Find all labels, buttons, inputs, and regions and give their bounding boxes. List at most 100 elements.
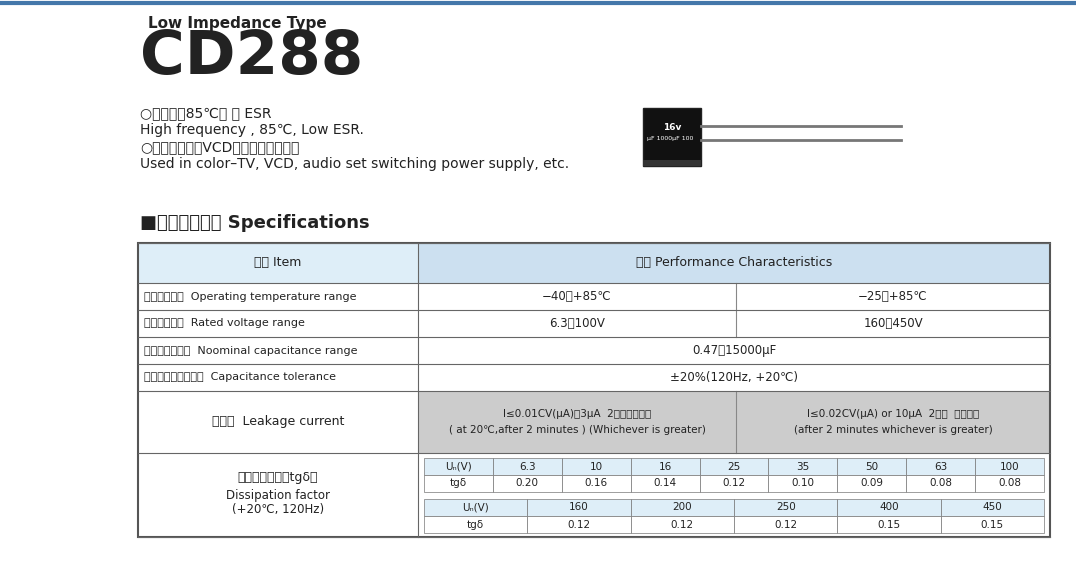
- Text: 0.08: 0.08: [999, 478, 1021, 488]
- Text: I≤0.01CV(μA)或3μA  2分钟取较大者: I≤0.01CV(μA)或3μA 2分钟取较大者: [502, 409, 651, 419]
- Text: 16v: 16v: [663, 123, 681, 132]
- Bar: [768, 458, 837, 475]
- Text: Uₙ(V): Uₙ(V): [445, 461, 471, 471]
- Text: ( at 20℃,after 2 minutes ) (Whichever is greater): ( at 20℃,after 2 minutes ) (Whichever is…: [449, 425, 706, 435]
- Text: 35: 35: [796, 461, 809, 471]
- Text: 0.16: 0.16: [584, 478, 608, 488]
- Bar: [975, 475, 1044, 492]
- Bar: [417, 453, 1050, 537]
- Text: 0.10: 0.10: [791, 478, 815, 488]
- Bar: [138, 391, 417, 453]
- Text: −25～+85℃: −25～+85℃: [859, 290, 928, 303]
- Text: 0.12: 0.12: [722, 478, 746, 488]
- Bar: [906, 458, 975, 475]
- Text: ○高频品，85℃， 低 ESR: ○高频品，85℃， 低 ESR: [140, 106, 271, 120]
- Text: μF 1000μF 100: μF 1000μF 100: [647, 136, 693, 141]
- Text: 0.15: 0.15: [980, 520, 1004, 530]
- Text: 漏电流  Leakage current: 漏电流 Leakage current: [212, 415, 344, 429]
- Text: 400: 400: [879, 502, 898, 513]
- Text: 损耗角正切値（tgδ）: 损耗角正切値（tgδ）: [238, 471, 318, 484]
- Text: 50: 50: [865, 461, 878, 471]
- Text: 0.15: 0.15: [877, 520, 901, 530]
- Bar: [424, 499, 527, 516]
- Text: ±20%(120Hz, +20℃): ±20%(120Hz, +20℃): [670, 371, 798, 384]
- Bar: [699, 475, 768, 492]
- Bar: [562, 475, 631, 492]
- Bar: [940, 516, 1044, 533]
- Bar: [631, 458, 699, 475]
- Text: 16: 16: [659, 461, 671, 471]
- Text: 0.20: 0.20: [515, 478, 539, 488]
- Text: 450: 450: [982, 502, 1002, 513]
- Text: CD288: CD288: [140, 28, 364, 87]
- Text: Dissipation factor: Dissipation factor: [226, 489, 330, 502]
- Bar: [837, 499, 940, 516]
- Text: tgδ: tgδ: [450, 478, 467, 488]
- Bar: [138, 453, 417, 537]
- Text: 0.47～15000μF: 0.47～15000μF: [692, 344, 776, 357]
- Bar: [837, 458, 906, 475]
- Bar: [424, 458, 493, 475]
- Bar: [138, 243, 417, 283]
- Bar: [424, 475, 493, 492]
- Text: ■主要技术性能 Specifications: ■主要技术性能 Specifications: [140, 214, 370, 232]
- Bar: [417, 243, 1050, 283]
- Text: I≤0.02CV(μA) or 10μA  2分钟  取较大者: I≤0.02CV(μA) or 10μA 2分钟 取较大者: [807, 409, 979, 419]
- Text: (after 2 minutes whichever is greater): (after 2 minutes whichever is greater): [794, 425, 992, 435]
- Bar: [734, 499, 837, 516]
- Text: 200: 200: [672, 502, 692, 513]
- Text: 10: 10: [590, 461, 603, 471]
- Text: ○适用于彩电、VCD、音响等开关电源: ○适用于彩电、VCD、音响等开关电源: [140, 140, 299, 154]
- Bar: [493, 458, 562, 475]
- Bar: [138, 337, 1050, 364]
- Bar: [699, 458, 768, 475]
- Bar: [527, 499, 631, 516]
- Bar: [493, 475, 562, 492]
- Text: Uₙ(V): Uₙ(V): [463, 502, 489, 513]
- Bar: [940, 499, 1044, 516]
- Bar: [631, 499, 734, 516]
- Text: 160～450V: 160～450V: [863, 317, 923, 330]
- Bar: [736, 391, 1050, 453]
- Text: Low Impedance Type: Low Impedance Type: [148, 16, 327, 31]
- Text: 标称电容量范围  Noominal capacitance range: 标称电容量范围 Noominal capacitance range: [144, 346, 357, 356]
- Bar: [424, 516, 527, 533]
- Text: High frequency , 85℃, Low ESR.: High frequency , 85℃, Low ESR.: [140, 123, 364, 137]
- Bar: [643, 108, 700, 166]
- Text: 0.12: 0.12: [567, 520, 591, 530]
- Text: 160: 160: [569, 502, 589, 513]
- Text: 0.14: 0.14: [653, 478, 677, 488]
- Text: 250: 250: [776, 502, 795, 513]
- Bar: [527, 516, 631, 533]
- Text: 0.08: 0.08: [930, 478, 952, 488]
- Text: 使用温度范围  Operating temperature range: 使用温度范围 Operating temperature range: [144, 291, 356, 301]
- Bar: [138, 283, 1050, 310]
- Text: (+20℃, 120Hz): (+20℃, 120Hz): [232, 503, 324, 516]
- Text: 0.12: 0.12: [670, 520, 694, 530]
- Bar: [906, 475, 975, 492]
- Bar: [138, 364, 1050, 391]
- Text: 0.12: 0.12: [774, 520, 797, 530]
- Text: 标称电容量允许偏差  Capacitance tolerance: 标称电容量允许偏差 Capacitance tolerance: [144, 373, 336, 383]
- Text: −40～+85℃: −40～+85℃: [542, 290, 612, 303]
- Text: 0.09: 0.09: [861, 478, 883, 488]
- Bar: [975, 458, 1044, 475]
- Text: 额定电压范围  Rated voltage range: 额定电压范围 Rated voltage range: [144, 318, 305, 328]
- Bar: [837, 475, 906, 492]
- Text: 6.3: 6.3: [519, 461, 536, 471]
- Bar: [631, 475, 699, 492]
- Bar: [631, 516, 734, 533]
- Bar: [643, 160, 700, 166]
- Text: 25: 25: [727, 461, 740, 471]
- Bar: [768, 475, 837, 492]
- Text: Used in color–TV, VCD, audio set switching power supply, etc.: Used in color–TV, VCD, audio set switchi…: [140, 157, 569, 171]
- Text: 63: 63: [934, 461, 947, 471]
- Bar: [562, 458, 631, 475]
- Bar: [138, 243, 1050, 537]
- Text: 项目 Item: 项目 Item: [254, 256, 301, 269]
- Text: 6.3～100V: 6.3～100V: [549, 317, 605, 330]
- Text: 特性 Performance Characteristics: 特性 Performance Characteristics: [636, 256, 832, 269]
- Bar: [837, 516, 940, 533]
- Bar: [734, 516, 837, 533]
- Text: tgδ: tgδ: [467, 520, 484, 530]
